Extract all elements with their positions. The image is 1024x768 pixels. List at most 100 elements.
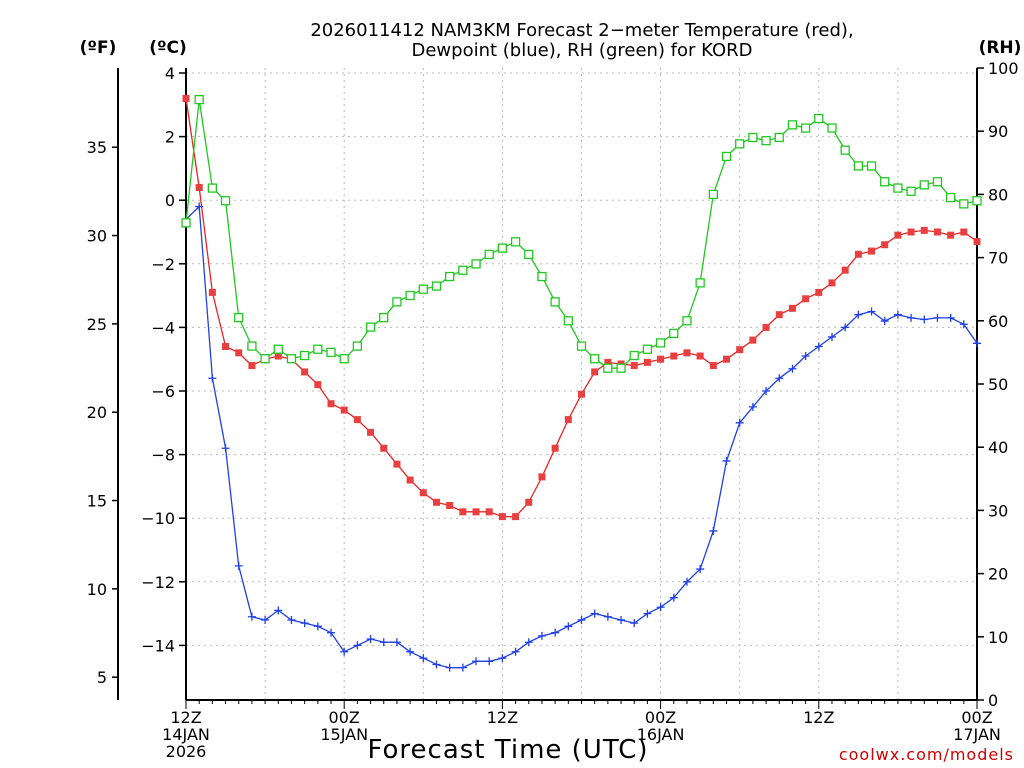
- celsius-tick-label: −12: [141, 573, 175, 592]
- dewpoint-point: [432, 660, 441, 669]
- rh-point: [458, 265, 468, 275]
- dewpoint-point: [221, 444, 230, 453]
- rh-point: [220, 196, 231, 206]
- dewpoint-point: [933, 313, 942, 322]
- temperature-point: [327, 400, 335, 408]
- rh-point: [748, 132, 758, 143]
- dewpoint-point: [537, 631, 546, 640]
- dewpoint-point: [445, 663, 454, 672]
- fahrenheit-tick-label: 15: [87, 492, 107, 511]
- rh-point: [814, 113, 824, 124]
- temperature-point: [920, 226, 928, 234]
- temperature-point: [208, 288, 216, 296]
- dewpoint-point: [669, 593, 678, 602]
- celsius-tick-label: −4: [151, 318, 175, 337]
- dewpoint-point: [564, 622, 573, 631]
- temperature-point: [630, 362, 638, 370]
- celsius-unit-label: (ºC): [149, 38, 187, 58]
- temperature-point: [868, 247, 876, 255]
- temperature-point: [498, 513, 506, 521]
- rh-unit-label: (RH): [979, 38, 1022, 58]
- temperature-point: [353, 416, 361, 424]
- dewpoint-point: [340, 647, 349, 656]
- rh-point: [761, 136, 771, 146]
- rh-point: [431, 281, 442, 291]
- rh-point: [484, 249, 494, 260]
- temperature-point: [670, 352, 678, 360]
- dewpoint-point: [234, 561, 243, 570]
- rh-point: [972, 196, 982, 206]
- temperature-point: [446, 501, 454, 509]
- rh-point: [299, 350, 310, 361]
- temperature-point: [947, 231, 955, 239]
- dewpoint-point: [973, 339, 981, 348]
- dewpoint-point: [603, 612, 612, 621]
- temperature-point: [841, 266, 849, 274]
- chart-title-line-1: 2026011412 NAM3KM Forecast 2−meter Tempe…: [310, 20, 853, 41]
- celsius-tick-label: −14: [141, 636, 175, 655]
- temperature-point: [235, 349, 243, 357]
- temperature-point: [591, 368, 599, 376]
- tick-labels: 420−2−4−6−8−10−12−1435302520151051009080…: [87, 59, 1019, 761]
- dewpoint-point: [643, 609, 652, 618]
- dewpoint-point: [485, 657, 494, 666]
- temperature-point: [551, 444, 559, 452]
- dewpoint-point: [775, 374, 784, 383]
- dewpoint-point: [577, 615, 586, 624]
- temperature-point: [775, 311, 783, 319]
- rh-point: [207, 183, 218, 193]
- rh-point: [352, 341, 363, 351]
- temperature-point: [960, 228, 968, 236]
- temperature-point: [564, 416, 572, 424]
- celsius-tick-label: 0: [165, 191, 175, 210]
- rh-point: [247, 341, 257, 351]
- dewpoint-point: [814, 342, 823, 351]
- rh-point: [603, 363, 613, 373]
- x-tick-label: 12Z: [803, 708, 834, 727]
- rh-tick-label: 40: [988, 438, 1008, 457]
- temperature-point: [393, 460, 401, 468]
- rh-point: [893, 183, 903, 193]
- temperature-point: [828, 279, 836, 287]
- dewpoint-point: [498, 654, 507, 663]
- dewpoint-point: [274, 606, 283, 615]
- temperature-point: [604, 358, 612, 366]
- temperature-point: [881, 241, 889, 249]
- dewpoint-point: [907, 313, 916, 322]
- dewpoint-point: [511, 647, 520, 656]
- x-tick-label: 15JAN: [320, 725, 368, 744]
- series-rh: [181, 94, 982, 373]
- credit-text[interactable]: coolwx.com/models: [839, 745, 1014, 764]
- rh-tick-label: 20: [988, 565, 1008, 584]
- rh-point: [735, 139, 745, 149]
- x-tick-label: 12Z: [170, 708, 201, 727]
- rh-point: [550, 297, 560, 307]
- dewpoint-point: [630, 619, 639, 628]
- fahrenheit-tick-label: 20: [87, 403, 107, 422]
- rh-point: [365, 322, 376, 332]
- rh-tick-label: 70: [988, 249, 1008, 268]
- temperature-point: [419, 489, 427, 497]
- dewpoint-point: [959, 320, 968, 329]
- rh-point: [313, 344, 323, 354]
- dewpoint-point: [406, 647, 415, 656]
- rh-point: [774, 132, 784, 143]
- rh-point: [471, 259, 481, 269]
- rh-point: [932, 177, 943, 187]
- temperature-point: [657, 355, 665, 363]
- dewpoint-point: [208, 374, 217, 383]
- x-tick-label: 00Z: [329, 708, 360, 727]
- temperature-point: [723, 355, 731, 363]
- rh-point: [194, 94, 204, 105]
- rh-point: [379, 312, 389, 323]
- temperature-point: [182, 94, 190, 102]
- fahrenheit-tick-label: 35: [87, 138, 107, 157]
- temperature-point: [512, 513, 520, 521]
- temperature-point: [406, 476, 414, 484]
- chart-title-line-2: Dewpoint (blue), RH (green) for KORD: [411, 40, 752, 61]
- celsius-tick-label: 4: [165, 64, 175, 83]
- temperature-point: [525, 498, 533, 506]
- rh-point: [524, 249, 534, 260]
- temperature-point: [802, 295, 810, 303]
